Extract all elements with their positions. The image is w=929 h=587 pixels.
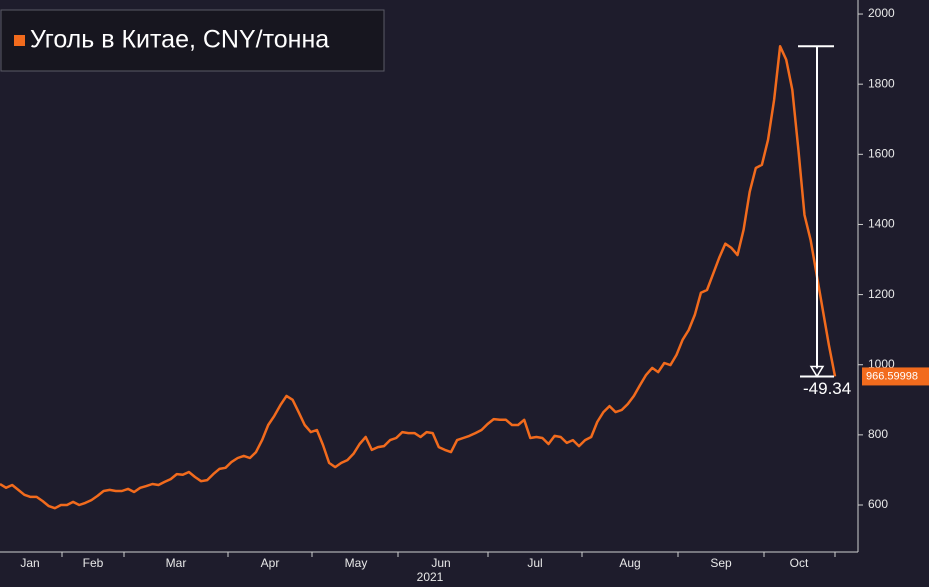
- last-value-label: 966.59998: [866, 370, 918, 382]
- last-value-tag: [862, 367, 929, 386]
- x-tick-label: Mar: [166, 556, 187, 570]
- x-tick-label: Sep: [710, 556, 732, 570]
- y-tick-label: 800: [868, 427, 888, 441]
- y-tick-label: 1800: [868, 76, 895, 90]
- legend-swatch: [14, 35, 25, 46]
- y-tick-label: 1000: [868, 357, 895, 371]
- x-tick-label: Apr: [261, 556, 280, 570]
- x-tick-label: Jan: [20, 556, 39, 570]
- y-tick-label: 1600: [868, 146, 895, 160]
- annotation-arrowhead: [809, 365, 825, 378]
- x-tick-label: Jul: [527, 556, 542, 570]
- y-tick-label: 1400: [868, 217, 895, 231]
- line: [0, 45, 837, 510]
- x-tick-label: Oct: [790, 556, 809, 570]
- x-axis-label: 2021: [417, 570, 444, 584]
- x-tick-label: Jun: [431, 556, 450, 570]
- y-tick-label: 600: [868, 497, 888, 511]
- x-tick-label: Feb: [83, 556, 104, 570]
- legend-label: Уголь в Китае, CNY/тонна: [30, 26, 329, 54]
- y-tick-label: 2000: [868, 6, 895, 20]
- legend: [0, 9, 385, 72]
- y-tick-label: 1200: [868, 287, 895, 301]
- x-tick-label: Aug: [619, 556, 640, 570]
- x-tick-label: May: [345, 556, 368, 570]
- annotation: -49.34: [803, 379, 851, 398]
